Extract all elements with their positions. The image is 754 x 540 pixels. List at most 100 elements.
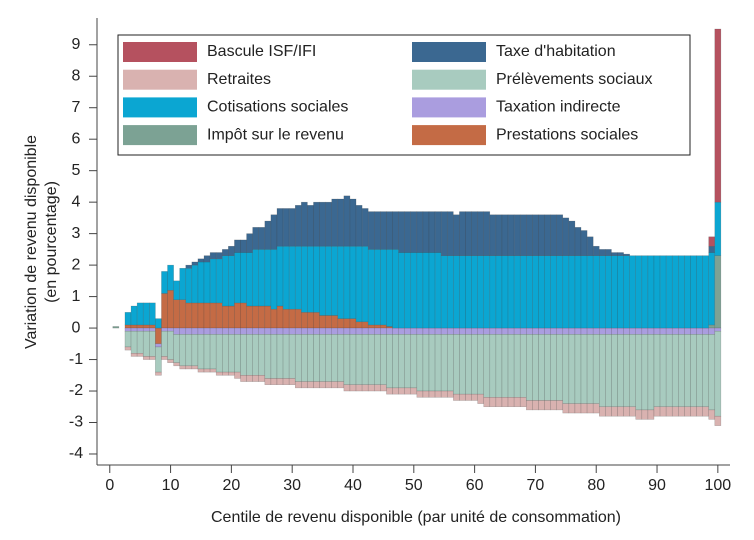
bar-segment bbox=[696, 327, 703, 335]
bars bbox=[112, 28, 722, 426]
bar-segment bbox=[483, 255, 491, 329]
bar-segment bbox=[209, 327, 217, 335]
bar-segment bbox=[343, 384, 351, 392]
bar-segment bbox=[343, 195, 351, 247]
bar-segment bbox=[696, 334, 703, 408]
bar-segment bbox=[617, 327, 624, 335]
bar-segment bbox=[471, 393, 478, 401]
bar-segment bbox=[526, 214, 533, 256]
legend-swatch bbox=[123, 125, 197, 146]
bar-segment bbox=[714, 255, 722, 329]
bar-segment bbox=[136, 353, 144, 357]
bar-segment bbox=[653, 255, 661, 329]
bar-segment bbox=[355, 334, 363, 385]
y-tick-label: 2 bbox=[72, 256, 81, 273]
bar-segment bbox=[173, 299, 180, 329]
legend-label: Bascule ISF/IFI bbox=[207, 43, 316, 60]
bar-segment bbox=[507, 327, 515, 335]
bar-segment bbox=[161, 293, 168, 329]
legend-label: Retraites bbox=[207, 71, 271, 88]
bar-segment bbox=[599, 327, 606, 335]
bar-segment bbox=[331, 198, 339, 247]
bar-segment bbox=[671, 406, 679, 417]
bar-segment bbox=[708, 245, 716, 253]
bar-segment bbox=[416, 327, 424, 335]
bar-segment bbox=[489, 255, 497, 329]
bar-segment bbox=[635, 334, 643, 411]
legend-swatch bbox=[412, 97, 486, 118]
bar-segment bbox=[507, 214, 515, 256]
bar-segment bbox=[112, 326, 120, 329]
bar-segment bbox=[617, 334, 624, 408]
bar-segment bbox=[641, 327, 649, 335]
bar-segment bbox=[623, 327, 630, 335]
bar-segment bbox=[477, 211, 484, 256]
bar-segment bbox=[167, 330, 174, 360]
bar-segment bbox=[526, 255, 533, 329]
bar-segment bbox=[580, 403, 588, 414]
bar-segment bbox=[495, 327, 503, 335]
bar-segment bbox=[556, 214, 564, 256]
bar-segment bbox=[307, 205, 314, 247]
bar-segment bbox=[374, 211, 381, 250]
bar-segment bbox=[647, 327, 655, 335]
bar-segment bbox=[276, 334, 284, 379]
bar-segment bbox=[270, 214, 278, 250]
bar-segment bbox=[592, 245, 600, 256]
bar-segment bbox=[197, 327, 205, 335]
bar-segment bbox=[519, 397, 527, 408]
bar-segment bbox=[319, 334, 326, 382]
bar-segment bbox=[276, 305, 284, 329]
bar-segment bbox=[313, 245, 320, 313]
bar-segment bbox=[702, 334, 709, 408]
bar-segment bbox=[234, 252, 241, 304]
bar-segment bbox=[513, 214, 521, 256]
bar-segment bbox=[209, 368, 217, 373]
bar-segment bbox=[349, 245, 357, 319]
bar-segment bbox=[453, 334, 460, 395]
bar-segment bbox=[586, 327, 594, 335]
bar-segment bbox=[532, 327, 539, 335]
bar-segment bbox=[599, 255, 606, 329]
bar-segment bbox=[234, 371, 241, 379]
bar-segment bbox=[605, 255, 612, 329]
legend-swatch bbox=[412, 42, 486, 62]
bar-segment bbox=[185, 302, 193, 329]
bar-segment bbox=[574, 255, 582, 329]
bar-segment bbox=[665, 334, 673, 408]
bar-segment bbox=[641, 409, 649, 420]
x-tick-label: 100 bbox=[704, 477, 731, 494]
bar-segment bbox=[489, 214, 497, 256]
bar-segment bbox=[398, 334, 405, 389]
bar-segment bbox=[161, 327, 168, 332]
bar-segment bbox=[684, 406, 691, 417]
bar-segment bbox=[252, 249, 259, 307]
bar-segment bbox=[197, 334, 205, 370]
bar-segment bbox=[586, 334, 594, 404]
bar-segment bbox=[678, 255, 685, 329]
bar-segment bbox=[179, 299, 187, 329]
bar-segment bbox=[161, 356, 168, 360]
bar-segment bbox=[215, 252, 223, 260]
bar-segment bbox=[440, 211, 448, 256]
bar-segment bbox=[659, 327, 667, 335]
bar-segment bbox=[258, 334, 266, 376]
bar-segment bbox=[288, 378, 296, 385]
bar-segment bbox=[684, 327, 691, 335]
bar-segment bbox=[690, 255, 697, 329]
bar-segment bbox=[337, 318, 345, 329]
bar-segment bbox=[361, 384, 369, 392]
bar-segment bbox=[641, 334, 649, 411]
bar-segment bbox=[288, 334, 296, 379]
bar-segment bbox=[313, 201, 320, 247]
bar-segment bbox=[288, 208, 296, 247]
bar-segment bbox=[301, 201, 308, 247]
bar-segment bbox=[161, 330, 168, 357]
bar-segment bbox=[258, 227, 266, 250]
legend-label: Prestations sociales bbox=[496, 126, 638, 143]
bar-segment bbox=[380, 384, 387, 392]
bar-segment bbox=[240, 327, 247, 335]
bar-segment bbox=[556, 327, 564, 335]
bar-segment bbox=[574, 227, 582, 256]
bar-segment bbox=[690, 334, 697, 408]
